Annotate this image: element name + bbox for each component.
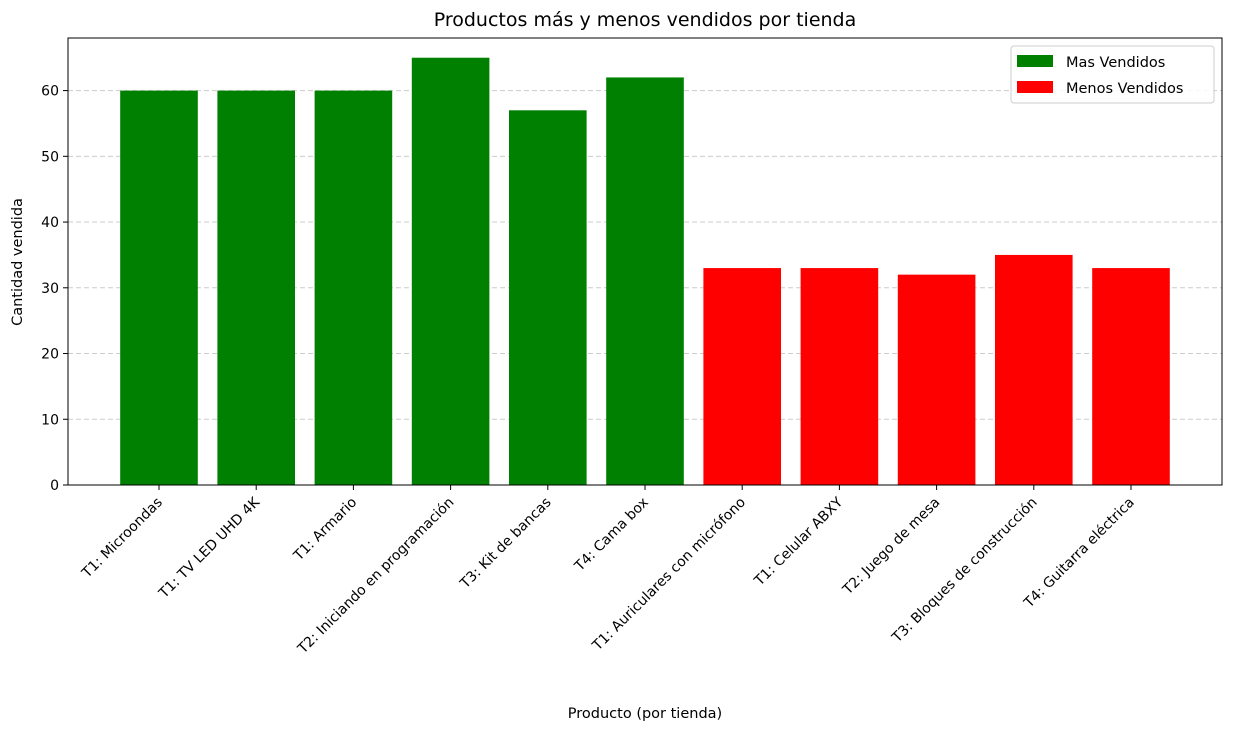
bar [606, 77, 684, 486]
bar [411, 57, 490, 486]
legend-label: Menos Vendidos [1066, 81, 1183, 97]
y-axis-ticks: 0 10 20 30 40 50 60 [41, 84, 68, 494]
x-tick-label: T1: Celular ABXY [751, 494, 847, 590]
x-tick-label: T3: Kit de bancas [457, 495, 555, 593]
y-tick-label: 10 [41, 412, 59, 428]
x-tick-label: T1: Armario [290, 495, 360, 565]
x-tick-label: T2: Iniciando en programación [294, 495, 457, 658]
x-tick-label: T1: TV LED UHD 4K [155, 494, 263, 602]
legend-frame [1010, 45, 1215, 104]
legend-swatch [1017, 55, 1053, 67]
y-tick-label: 20 [41, 347, 59, 363]
x-axis-label: Producto (por tienda) [568, 706, 722, 722]
legend-swatch [1017, 81, 1053, 93]
bar [897, 274, 976, 485]
chart-title: Productos más y menos vendidos por tiend… [434, 9, 857, 31]
x-tick-label: T2: Juego de mesa [839, 495, 943, 599]
bar [120, 90, 198, 486]
bar [800, 268, 879, 485]
bar [1092, 268, 1170, 485]
y-tick-label: 60 [41, 84, 59, 100]
y-axis-label: Cantidad vendida [10, 198, 26, 326]
legend: Mas Vendidos Menos Vendidos [1010, 45, 1215, 104]
x-tick-label: T4: Cama box [571, 495, 652, 576]
legend-label: Mas Vendidos [1066, 55, 1165, 71]
bars-group [120, 57, 1170, 486]
bar [509, 110, 587, 485]
x-tick-label: T1: Auriculares con micrófono [589, 495, 749, 655]
x-tick-label: T1: Microondas [78, 495, 165, 582]
y-tick-label: 0 [50, 478, 59, 494]
bar [995, 254, 1073, 485]
y-tick-label: 40 [41, 215, 59, 231]
bar [217, 90, 295, 486]
bar [314, 90, 393, 486]
x-tick-label: T4: Guitarra eléctrica [1021, 495, 1138, 612]
bar [703, 268, 781, 485]
y-tick-label: 50 [41, 149, 59, 165]
y-tick-label: 30 [41, 281, 59, 297]
